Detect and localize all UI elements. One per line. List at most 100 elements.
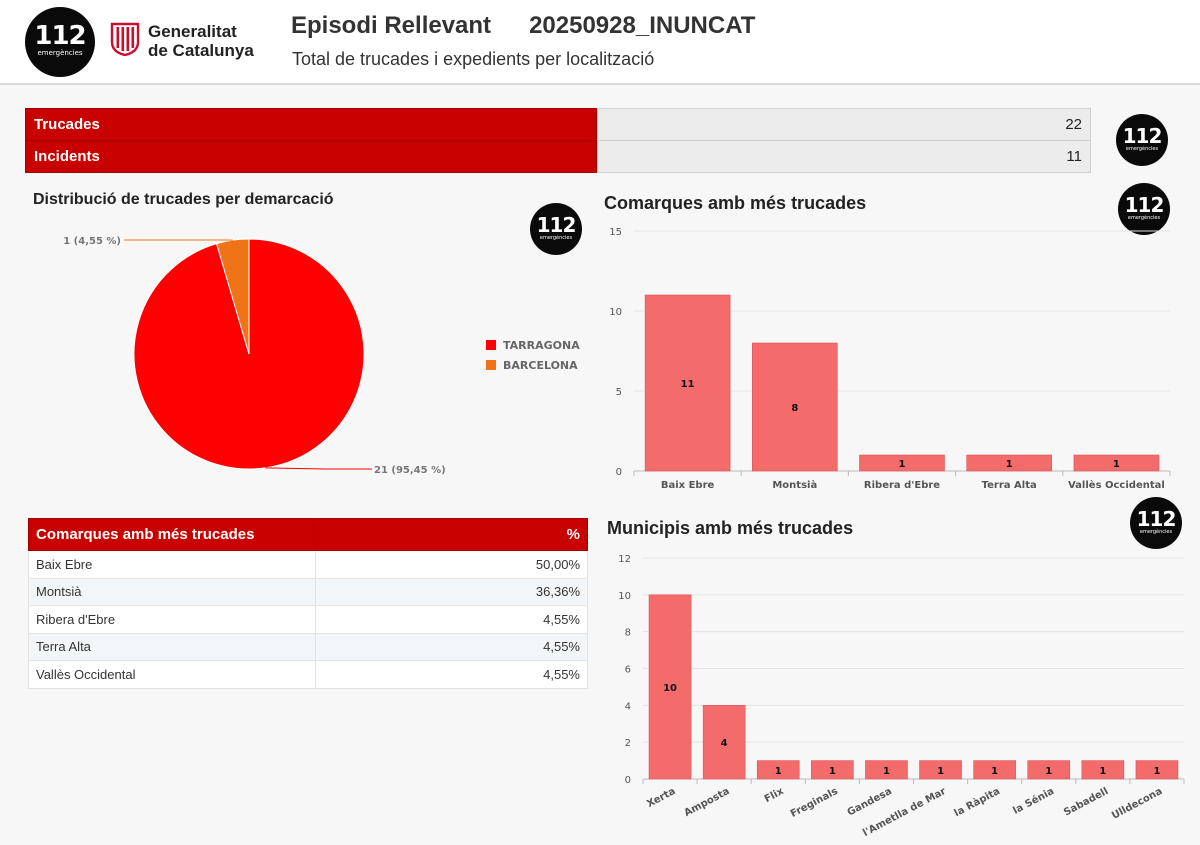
comarques-table: Comarques amb més trucades % Baix Ebre 5… [28, 518, 588, 689]
page-subtitle: Total de trucades i expedients per local… [292, 49, 655, 69]
municipis-y-tick-label: 10 [618, 591, 631, 602]
comarques-bar-ribera-d-ebre [859, 454, 945, 472]
comarques-category-label-ribera-d-ebre: Ribera d'Ebre [864, 480, 940, 491]
municipis-data-label-xerta: 10 [663, 683, 677, 694]
table-row: Vallès Occidental 4,55% [28, 660, 588, 689]
comarques-category-label-valles-occidental: Vallès Occidental [1068, 479, 1165, 491]
municipis-bar-gandesa [865, 760, 908, 780]
table-header-pct: % [315, 518, 588, 551]
logo-112-caption: emergències [1127, 215, 1161, 221]
municipis-category-label-flix: Flix [763, 786, 786, 805]
comarques-data-label-baix-ebre: 11 [681, 379, 695, 390]
pie-chart: 21 (95,45 %) 1 (4,55 %) TARRAGONA BARCELON… [63, 236, 580, 476]
comarques-bar-baix-ebre [644, 294, 731, 472]
logo-112-number: 112 [536, 213, 577, 237]
comarques-data-label-ribera-d-ebre: 1 [899, 459, 906, 470]
table-row: Ribera d'Ebre 4,55% [28, 605, 588, 634]
comarques-y-tick-label: 10 [609, 307, 622, 318]
municipis-y-tick-label: 12 [618, 554, 631, 565]
logo-112-caption: emergències [37, 49, 83, 57]
municipis-data-label-freginals: 1 [829, 766, 836, 777]
comarques-y-tick-label: 5 [616, 387, 622, 398]
summary-calls-label: Trucades [25, 108, 597, 141]
comarques-bar-valles-occidental [1073, 454, 1160, 472]
logo-112-comarques: 112 emergències [1118, 183, 1170, 235]
comarques-chart-title: Comarques amb més trucades [604, 193, 867, 213]
generalitat-emblem-icon [110, 22, 140, 56]
generalitat-name-line1: Generalitat [148, 22, 237, 41]
comarques-category-label-montsia: Montsià [772, 479, 817, 491]
municipis-bar-ulldecona [1135, 760, 1179, 780]
logo-112: 112 emergències [25, 7, 95, 77]
logo-112-number: 112 [1122, 124, 1163, 148]
summary-row-calls: Trucades 22 [25, 108, 1091, 141]
municipis-data-label-la-senia: 1 [1045, 766, 1052, 777]
summary-incidents-value: 11 [597, 140, 1091, 173]
table-row: Terra Alta 4,55% [28, 632, 588, 661]
municipis-category-label-amposta: Amposta [683, 786, 732, 819]
generalitat-name: Generalitat de Catalunya [148, 22, 254, 60]
pie-data-label-barcelona: 1 (4,55 %) [63, 236, 121, 247]
municipis-y-tick-label: 8 [625, 628, 631, 639]
episode-code: 20250928_INUNCAT [529, 12, 756, 39]
municipis-category-label-freginals: Freginals [789, 786, 840, 820]
comarques-category-label-baix-ebre: Baix Ebre [661, 480, 715, 491]
table-header-row: Comarques amb més trucades % [28, 518, 588, 551]
municipis-bar-la-rapita [973, 760, 1016, 780]
summary-incidents-label: Incidents [25, 140, 597, 173]
page-title-text: Episodi Rellevant [291, 12, 492, 39]
legend-label-barcelona: BARCELONA [503, 359, 578, 372]
municipis-data-label-la-rapita: 1 [991, 766, 998, 777]
table-cell-name: Baix Ebre [28, 550, 316, 579]
table-row: Baix Ebre 50,00% [28, 550, 588, 579]
municipis-data-label-gandesa: 1 [883, 766, 890, 777]
comarques-data-label-montsia: 8 [791, 403, 798, 414]
municipis-data-label-l-ametlla-de-mar: 1 [937, 766, 944, 777]
municipis-y-tick-label: 0 [625, 775, 631, 786]
municipis-bar-amposta [702, 705, 746, 780]
legend-label-tarragona: TARRAGONA [503, 339, 580, 352]
logo-112-number: 112 [34, 21, 86, 51]
municipis-category-label-sabadell: Sabadell [1062, 786, 1110, 819]
municipis-data-label-flix: 1 [775, 766, 782, 777]
table-cell-name: Montsià [28, 577, 316, 606]
table-cell-pct: 4,55% [315, 660, 588, 689]
municipis-y-tick-label: 6 [625, 665, 631, 676]
pie-chart-title: Distribució de trucades per demarcació [33, 191, 334, 208]
comarques-y-tick-label: 15 [609, 227, 622, 238]
page-title: Episodi Rellevant 20250928_INUNCAT [291, 12, 755, 40]
municipis-data-label-sabadell: 1 [1099, 766, 1106, 777]
logo-112-caption: emergències [539, 235, 573, 241]
municipis-bar-flix [756, 760, 800, 780]
logo-112-pie: 112 emergències [530, 203, 582, 255]
municipis-bar-xerta [648, 594, 692, 780]
table-cell-pct: 4,55% [315, 605, 588, 634]
municipis-y-tick-label: 2 [625, 738, 631, 749]
table-cell-name: Vallès Occidental [28, 660, 316, 689]
table-header-name: Comarques amb més trucades [28, 518, 316, 551]
municipis-category-label-gandesa: Gandesa [846, 786, 894, 819]
table-row: Montsià 36,36% [28, 577, 588, 606]
logo-112-caption: emergències [1125, 146, 1159, 152]
logo-112-caption: emergències [1139, 529, 1173, 535]
municipis-y-tick-label: 4 [625, 701, 631, 712]
municipis-category-label-la-rapita: la Ràpita [952, 785, 1002, 819]
pie-data-label-tarragona: 21 (95,45 %) [374, 465, 446, 476]
table-cell-pct: 4,55% [315, 632, 588, 661]
municipis-bar-freginals [811, 760, 854, 780]
legend-swatch-barcelona [486, 360, 496, 370]
summary-calls-value: 22 [597, 108, 1091, 141]
generalitat-name-line2: de Catalunya [148, 41, 254, 60]
table-cell-name: Terra Alta [28, 632, 316, 661]
municipis-bar-l-ametlla-de-mar [919, 760, 962, 780]
municipis-bar-la-senia [1027, 760, 1071, 780]
comarques-data-label-terra-alta: 1 [1006, 459, 1013, 470]
pie-leader-tarragona [265, 467, 372, 470]
municipis-category-label-ulldecona: Ulldecona [1110, 786, 1164, 822]
generalitat-logo: Generalitat de Catalunya [110, 22, 270, 66]
municipis-category-label-la-senia: la Sénia [1011, 785, 1056, 817]
logo-112-number: 112 [1124, 193, 1165, 217]
comarques-data-label-valles-occidental: 1 [1113, 459, 1120, 470]
logo-112-number: 112 [1136, 507, 1177, 531]
